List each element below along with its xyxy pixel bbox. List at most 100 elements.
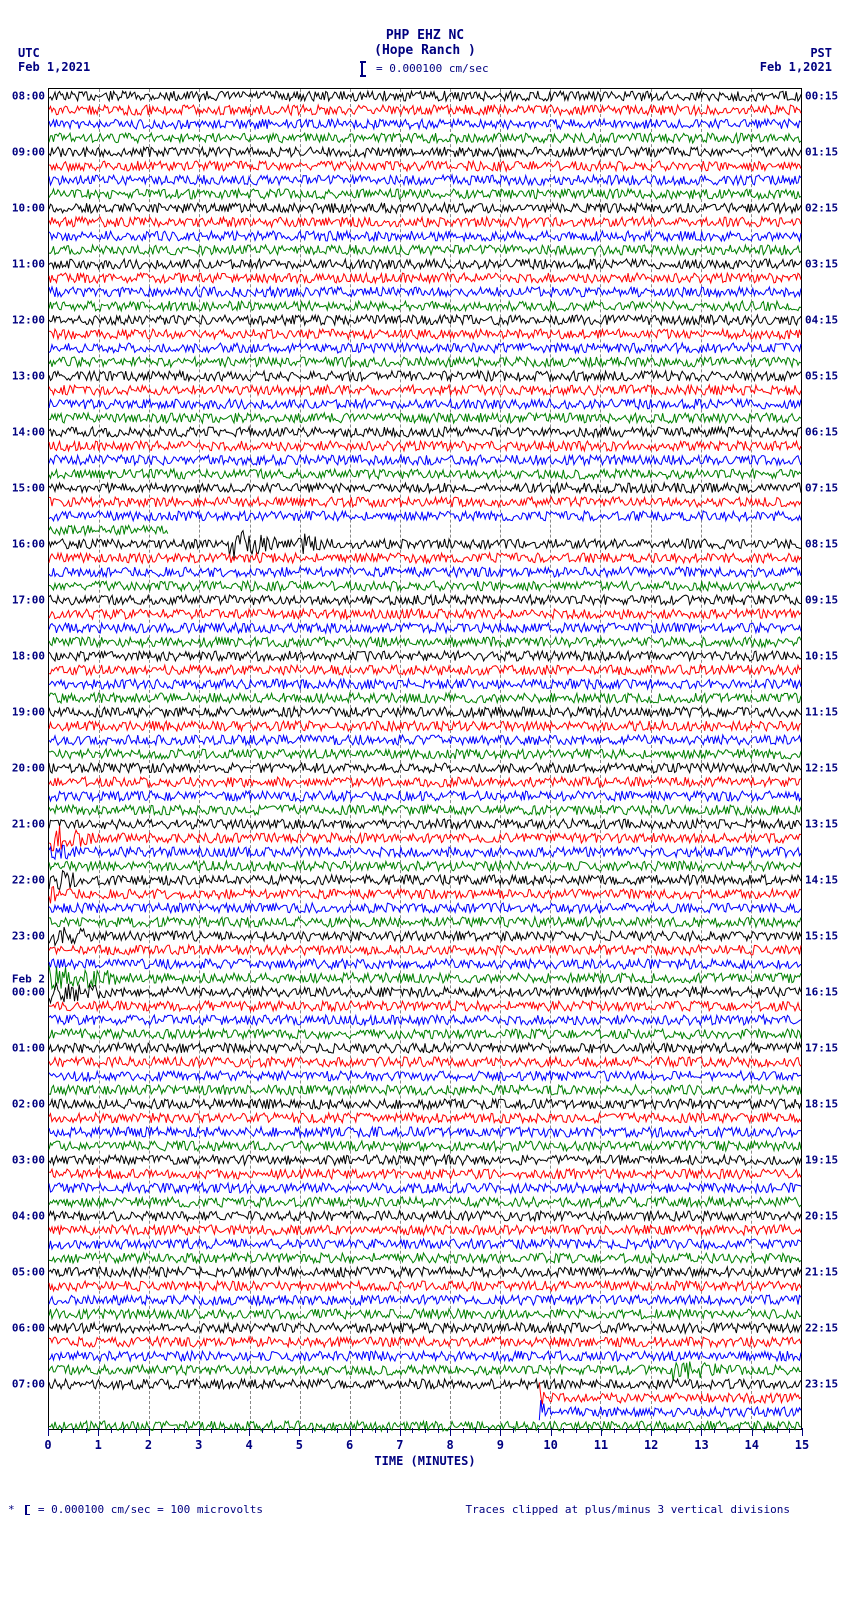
x-tick-minor [588, 1428, 589, 1433]
x-tick-minor [387, 1428, 388, 1433]
x-tick-minor [614, 1428, 615, 1433]
x-tick-major [701, 1428, 702, 1436]
x-tick-minor [412, 1428, 413, 1433]
x-tick-major [350, 1428, 351, 1436]
utc-time-label: 13:00 [12, 370, 45, 383]
pst-time-label: 17:15 [805, 1042, 838, 1055]
utc-time-label: 00:00 [12, 986, 45, 999]
x-tick-major [601, 1428, 602, 1436]
x-tick-minor [262, 1428, 263, 1433]
utc-time-label: 04:00 [12, 1210, 45, 1223]
x-tick-minor [563, 1428, 564, 1433]
pst-time-label: 20:15 [805, 1210, 838, 1223]
x-tick-minor [576, 1428, 577, 1433]
pst-time-label: 10:15 [805, 650, 838, 663]
footer-right: Traces clipped at plus/minus 3 vertical … [465, 1503, 790, 1516]
x-tick-major [249, 1428, 250, 1436]
x-tick-minor [161, 1428, 162, 1433]
pst-time-label: 05:15 [805, 370, 838, 383]
pst-time-label: 07:15 [805, 482, 838, 495]
pst-time-label: 08:15 [805, 538, 838, 551]
x-tick-major [299, 1428, 300, 1436]
utc-time-label: 16:00 [12, 538, 45, 551]
x-tick-minor [777, 1428, 778, 1433]
utc-time-label: 03:00 [12, 1154, 45, 1167]
utc-time-label: 05:00 [12, 1266, 45, 1279]
utc-time-label: 21:00 [12, 818, 45, 831]
x-tick-minor [375, 1428, 376, 1433]
x-tick-minor [538, 1428, 539, 1433]
x-tick-label: 14 [744, 1438, 758, 1452]
scale-label: = 0.000100 cm/sec [0, 62, 850, 76]
x-tick-minor [136, 1428, 137, 1433]
x-tick-major [149, 1428, 150, 1436]
x-tick-minor [73, 1428, 74, 1433]
x-axis: TIME (MINUTES) 0123456789101112131415 [48, 1428, 802, 1488]
x-tick-minor [475, 1428, 476, 1433]
x-tick-minor [123, 1428, 124, 1433]
x-tick-minor [324, 1428, 325, 1433]
x-tick-minor [337, 1428, 338, 1433]
x-tick-minor [488, 1428, 489, 1433]
scale-bar-small-icon [25, 1505, 27, 1515]
x-tick-minor [61, 1428, 62, 1433]
pst-time-label: 19:15 [805, 1154, 838, 1167]
x-tick-minor [425, 1428, 426, 1433]
utc-time-label: 20:00 [12, 762, 45, 775]
utc-time-label: 10:00 [12, 202, 45, 215]
x-tick-minor [764, 1428, 765, 1433]
x-tick-label: 15 [795, 1438, 809, 1452]
x-tick-minor [362, 1428, 363, 1433]
x-tick-minor [789, 1428, 790, 1433]
x-tick-minor [676, 1428, 677, 1433]
pst-time-label: 11:15 [805, 706, 838, 719]
x-tick-label: 9 [497, 1438, 504, 1452]
x-tick-label: 12 [644, 1438, 658, 1452]
station-name: (Hope Ranch ) [0, 43, 850, 58]
x-tick-major [802, 1428, 803, 1436]
x-tick-minor [237, 1428, 238, 1433]
x-tick-label: 13 [694, 1438, 708, 1452]
utc-time-label: 06:00 [12, 1322, 45, 1335]
x-tick-minor [174, 1428, 175, 1433]
x-tick-major [500, 1428, 501, 1436]
x-tick-major [450, 1428, 451, 1436]
scale-text: = 0.000100 cm/sec [376, 62, 489, 75]
x-axis-title: TIME (MINUTES) [48, 1454, 802, 1468]
x-tick-minor [186, 1428, 187, 1433]
x-tick-minor [714, 1428, 715, 1433]
scale-bar-icon [361, 62, 363, 76]
chart-header: PHP EHZ NC (Hope Ranch ) = 0.000100 cm/s… [0, 28, 850, 76]
utc-time-label: 07:00 [12, 1378, 45, 1391]
x-tick-minor [224, 1428, 225, 1433]
pst-time-label: 14:15 [805, 874, 838, 887]
pst-time-label: 12:15 [805, 762, 838, 775]
x-tick-minor [274, 1428, 275, 1433]
utc-time-label: 01:00 [12, 1042, 45, 1055]
utc-time-label: 18:00 [12, 650, 45, 663]
footer-left: * = 0.000100 cm/sec = 100 microvolts [8, 1503, 263, 1516]
utc-time-label: 19:00 [12, 706, 45, 719]
x-tick-label: 7 [396, 1438, 403, 1452]
pst-time-label: 15:15 [805, 930, 838, 943]
utc-time-label: 23:00 [12, 930, 45, 943]
pst-time-label: 21:15 [805, 1266, 838, 1279]
utc-time-label: 22:00 [12, 874, 45, 887]
x-tick-major [651, 1428, 652, 1436]
pst-time-label: 13:15 [805, 818, 838, 831]
footer-asterisk: * [8, 1503, 15, 1516]
x-tick-major [98, 1428, 99, 1436]
x-tick-major [48, 1428, 49, 1436]
x-tick-label: 5 [296, 1438, 303, 1452]
x-tick-major [752, 1428, 753, 1436]
pst-time-label: 00:15 [805, 90, 838, 103]
utc-time-label: 09:00 [12, 146, 45, 159]
pst-time-label: 23:15 [805, 1378, 838, 1391]
x-tick-minor [86, 1428, 87, 1433]
x-tick-minor [111, 1428, 112, 1433]
x-tick-minor [639, 1428, 640, 1433]
day-marker: Feb 2 [12, 973, 45, 986]
pst-time-label: 06:15 [805, 426, 838, 439]
pst-time-label: 09:15 [805, 594, 838, 607]
x-tick-label: 1 [95, 1438, 102, 1452]
